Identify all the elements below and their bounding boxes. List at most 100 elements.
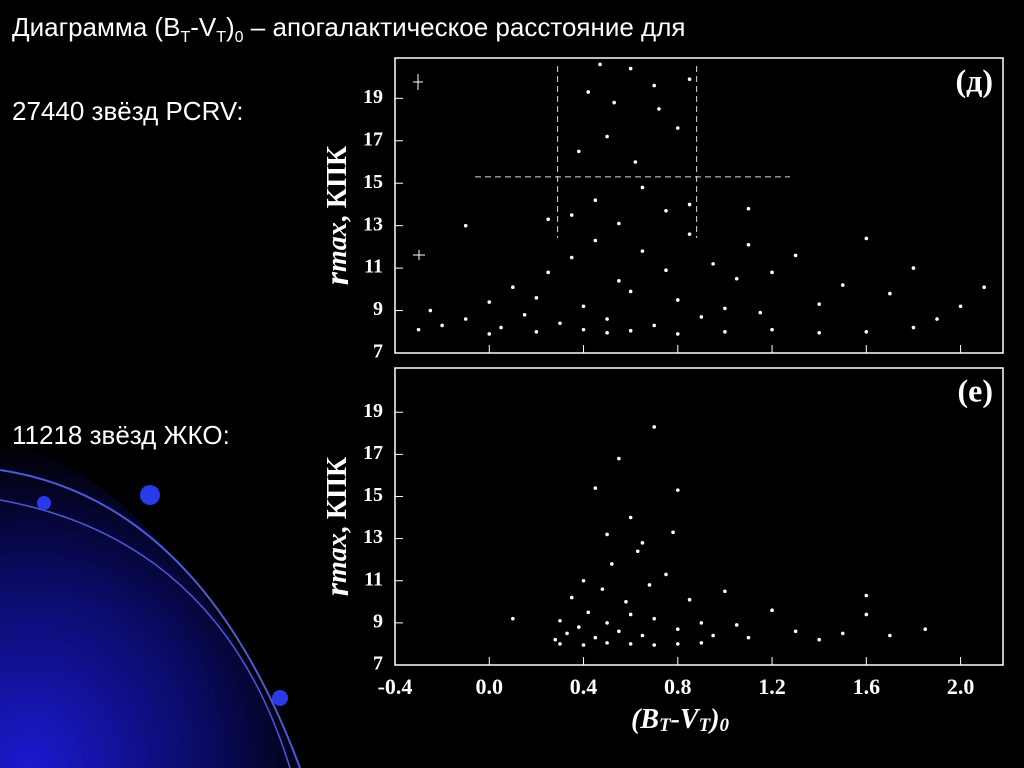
y-label-part: max <box>322 222 353 272</box>
point <box>652 616 657 621</box>
x-label-part: ) <box>707 704 719 735</box>
point <box>581 643 586 647</box>
x-label-part: -V <box>671 704 701 735</box>
decor-arc <box>0 469 301 768</box>
point <box>593 238 598 243</box>
point <box>723 329 727 334</box>
point <box>687 202 692 207</box>
point <box>675 332 680 336</box>
point <box>546 270 550 275</box>
decor-dot <box>37 496 51 510</box>
point <box>511 285 515 290</box>
point <box>864 329 869 334</box>
point <box>628 515 633 520</box>
point <box>734 276 739 281</box>
y-tick-label: 11 <box>364 568 383 590</box>
point <box>487 332 492 336</box>
point <box>687 232 692 236</box>
point <box>577 149 581 154</box>
point <box>546 217 550 222</box>
point <box>664 209 668 213</box>
point <box>610 562 614 566</box>
x-tick-label: 1.2 <box>758 674 786 699</box>
point <box>770 608 774 613</box>
point <box>652 643 657 647</box>
point <box>935 317 939 321</box>
point <box>864 593 869 598</box>
point <box>463 223 468 228</box>
y-tick-label: 11 <box>364 256 383 278</box>
point <box>723 306 727 311</box>
point <box>640 541 645 545</box>
y-label-part: r <box>319 271 356 285</box>
point <box>652 83 657 88</box>
point <box>624 600 628 604</box>
point <box>817 302 821 306</box>
x-tick-label: 2.0 <box>947 674 975 699</box>
point <box>647 583 652 587</box>
point <box>746 242 751 247</box>
point <box>440 323 444 328</box>
point <box>758 310 763 315</box>
decor-dot <box>272 690 288 706</box>
point <box>699 315 704 319</box>
point <box>982 285 986 290</box>
point <box>864 236 869 241</box>
point <box>522 312 527 317</box>
decor-glow <box>0 440 300 768</box>
point <box>640 249 645 253</box>
point <box>770 327 774 332</box>
point <box>569 213 574 217</box>
slide-title: Диаграмма (BT-VT)0 – апогалактическое ра… <box>12 12 685 47</box>
point <box>675 642 680 646</box>
point <box>793 629 798 634</box>
caption: 11218 звёзд ЖКО: <box>12 420 230 450</box>
point <box>628 289 633 294</box>
x-label-part: (B <box>631 704 659 735</box>
y-tick-label: 9 <box>373 610 383 632</box>
point <box>416 327 421 332</box>
point <box>511 616 515 621</box>
decor-dot <box>140 485 160 505</box>
point <box>640 633 645 638</box>
point <box>911 325 916 330</box>
x-tick-label: -0.4 <box>378 674 413 699</box>
point <box>711 633 715 638</box>
y-axis-label: rmax, КПК <box>319 456 356 596</box>
panel-label: (д) <box>956 62 994 98</box>
plot-frame <box>394 57 1004 354</box>
x-label-part: 0 <box>720 715 730 736</box>
point <box>888 633 892 638</box>
point <box>640 185 645 190</box>
point <box>652 425 657 429</box>
point <box>565 631 569 636</box>
title-part: T <box>216 29 226 46</box>
point <box>817 637 821 642</box>
caption: 27440 звёзд PCRV: <box>12 96 244 126</box>
x-tick-label: 0.4 <box>570 674 598 699</box>
y-tick-label: 15 <box>363 484 383 506</box>
point <box>699 641 704 645</box>
point <box>558 321 562 326</box>
plot-frame <box>394 367 1004 666</box>
x-tick-label: 0.0 <box>476 674 504 699</box>
point <box>605 621 609 625</box>
point <box>675 488 680 492</box>
title-part: ) <box>226 12 235 42</box>
point <box>605 532 609 537</box>
point <box>628 612 633 617</box>
point <box>671 530 675 535</box>
point <box>675 126 680 130</box>
y-label-part: max <box>322 533 353 583</box>
point <box>598 62 602 67</box>
point <box>675 298 680 302</box>
x-label-part: T <box>659 715 672 736</box>
point <box>605 331 609 335</box>
point <box>664 268 668 273</box>
point <box>958 304 963 309</box>
point <box>577 625 581 629</box>
point <box>628 328 633 333</box>
point <box>864 612 869 617</box>
point <box>586 90 591 94</box>
